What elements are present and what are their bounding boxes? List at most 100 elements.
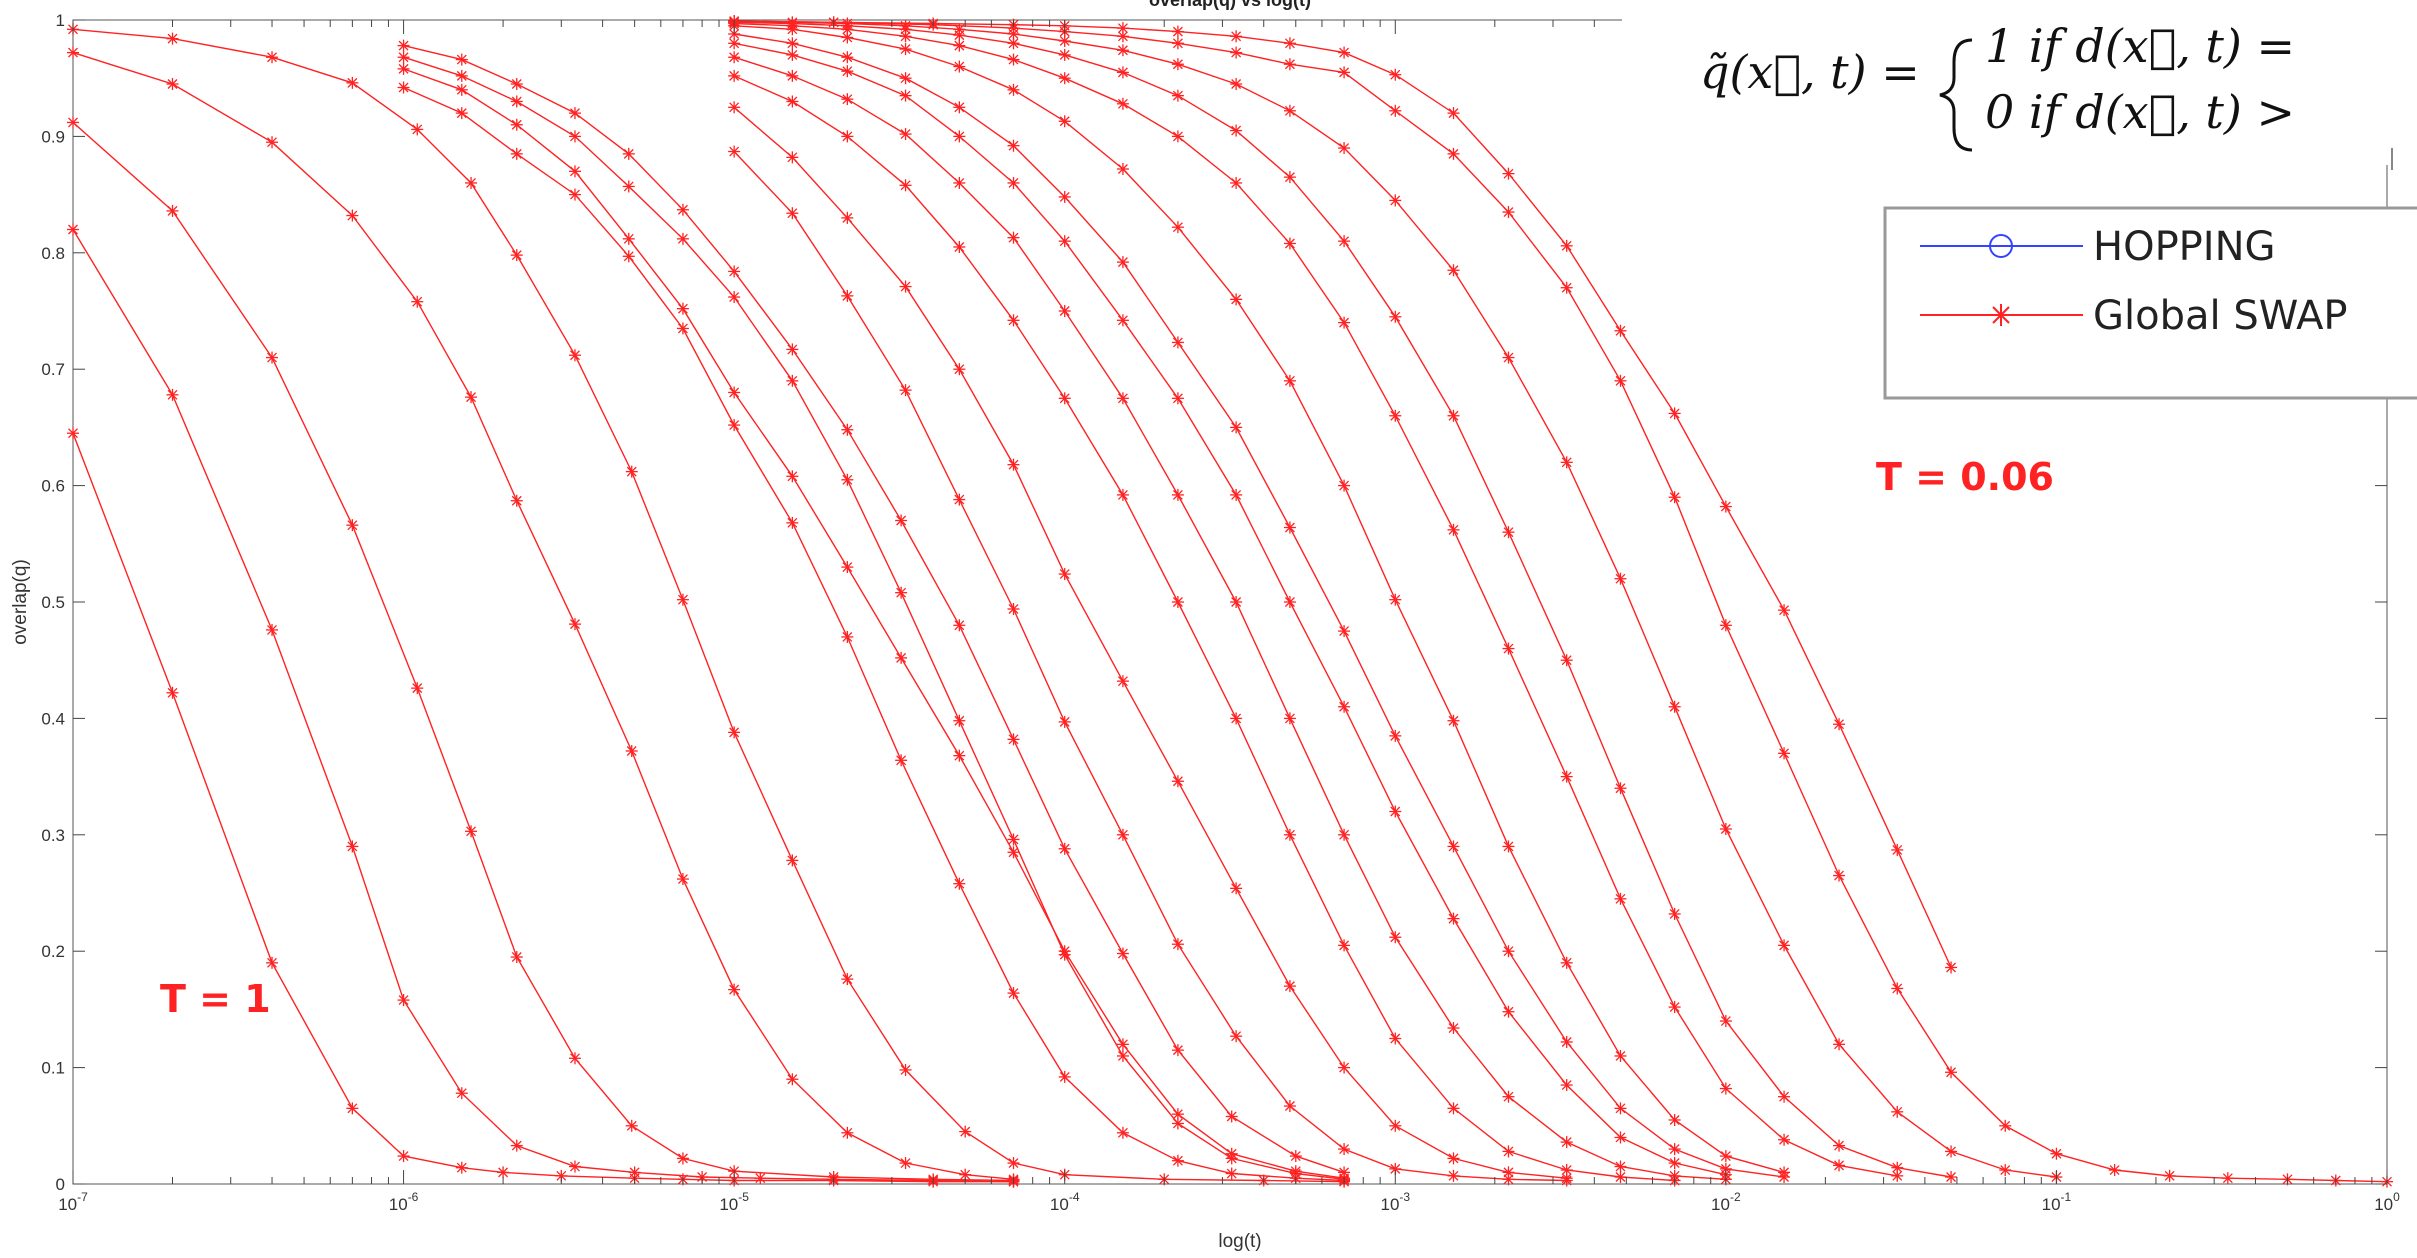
series-17-point-6 xyxy=(1058,48,1071,61)
series-18-point-13 xyxy=(1447,264,1460,277)
legend-hopping-marker xyxy=(1989,234,2013,258)
series-11-point-13 xyxy=(1447,1102,1460,1115)
series-14-point-10 xyxy=(1283,521,1296,534)
y-tick-label-2: 0.2 xyxy=(41,942,65,961)
series-7-point-6 xyxy=(728,291,741,304)
series-20-point-6 xyxy=(1171,25,1184,38)
series-20-point-14 xyxy=(1614,324,1627,337)
series-10-point-3 xyxy=(899,280,912,293)
series-7-point-4 xyxy=(622,180,635,193)
series-17-point-12 xyxy=(1389,310,1402,323)
series-2-point-4 xyxy=(411,682,424,695)
series-14-point-3 xyxy=(899,72,912,85)
series-15-point-7 xyxy=(1116,162,1129,175)
series-19-point-14 xyxy=(1614,374,1627,387)
series-10-point-1 xyxy=(786,151,799,164)
series-20-point-9 xyxy=(1338,46,1351,59)
series-15-point-14 xyxy=(1502,840,1515,853)
series-13-point-13 xyxy=(1447,912,1460,925)
series-4-point-15 xyxy=(1007,1157,1020,1170)
series-16-point-17 xyxy=(1668,1001,1681,1014)
series-6-line xyxy=(403,68,1345,1179)
series-5-point-6 xyxy=(728,419,741,432)
series-4-point-13 xyxy=(899,1063,912,1076)
series-7-point-14 xyxy=(1171,1117,1184,1130)
series-13-point-15 xyxy=(1560,1079,1573,1092)
series-13-point-11 xyxy=(1338,700,1351,713)
series-18-point-9 xyxy=(1230,78,1243,91)
series-4-point-8 xyxy=(625,465,638,478)
series-3-point-13 xyxy=(899,1157,912,1170)
series-3-point-1 xyxy=(166,78,179,91)
series-11-point-10 xyxy=(1283,828,1296,841)
series-7-point-1 xyxy=(455,69,468,82)
series-7-point-7 xyxy=(786,374,799,387)
series-10 xyxy=(728,101,1573,1185)
series-18-point-18 xyxy=(1719,822,1732,835)
series-18-point-22 xyxy=(1945,1145,1958,1158)
legend-box xyxy=(1883,206,2417,400)
series-17-point-9 xyxy=(1230,124,1243,137)
series-6-point-5 xyxy=(676,302,689,315)
series-10-point-6 xyxy=(1058,568,1071,581)
y-axis-label: overlap(q) xyxy=(10,559,31,645)
series-13-point-14 xyxy=(1502,1005,1515,1018)
series-18-point-16 xyxy=(1614,572,1627,585)
series-11-point-14 xyxy=(1502,1145,1515,1158)
series-12-point-14 xyxy=(1502,1090,1515,1103)
series-18-point-2 xyxy=(841,17,854,30)
series-5-point-1 xyxy=(455,107,468,120)
series-19-point-13 xyxy=(1560,281,1573,294)
series-14-point-6 xyxy=(1058,190,1071,203)
series-17-point-20 xyxy=(1833,1139,1846,1152)
series-16-point-18 xyxy=(1719,1082,1732,1095)
x-tick-label-6: 10-1 xyxy=(2042,1190,2072,1214)
series-13-point-12 xyxy=(1389,805,1402,818)
series-14-point-17 xyxy=(1668,1143,1681,1156)
series-20-point-7 xyxy=(1230,30,1243,43)
y-tick-label-10: 1 xyxy=(56,11,65,30)
series-19-point-16 xyxy=(1719,619,1732,632)
series-14-point-4 xyxy=(953,101,966,114)
series-1-line xyxy=(72,229,1014,1183)
series-14-point-1 xyxy=(786,37,799,50)
series-11-point-15 xyxy=(1560,1164,1573,1177)
series-19-point-21 xyxy=(1999,1119,2012,1132)
series-7-point-13 xyxy=(1116,1049,1129,1062)
series-10-point-2 xyxy=(841,211,854,224)
series-10-point-7 xyxy=(1116,675,1129,688)
series-6-point-11 xyxy=(1007,846,1020,859)
series-11-line xyxy=(733,75,1675,1182)
series-6-point-1 xyxy=(455,83,468,96)
formula-case-1: 1 if d(x⃗, t) = xyxy=(1985,19,2295,73)
series-14-line xyxy=(733,33,1785,1178)
series-15-point-17 xyxy=(1668,1113,1681,1126)
series-18-point-15 xyxy=(1560,456,1573,469)
series-20-point-5 xyxy=(1116,22,1129,35)
formula-lhs: q̃(x⃗, t) = xyxy=(1700,45,1920,99)
series-17-point-7 xyxy=(1116,66,1129,79)
x-tick-label-7: 100 xyxy=(2374,1190,2400,1214)
series-13-point-1 xyxy=(786,48,799,61)
series-7-point-8 xyxy=(841,473,854,486)
series-11-point-7 xyxy=(1116,488,1129,501)
series-12-point-0 xyxy=(728,51,741,64)
series-5-point-4 xyxy=(622,250,635,263)
series-8-point-12 xyxy=(1058,842,1071,855)
series-15-point-15 xyxy=(1560,956,1573,969)
series-5-point-3 xyxy=(568,188,581,201)
series-19-point-15 xyxy=(1668,491,1681,504)
series-12-point-9 xyxy=(1230,596,1243,608)
series-9-point-4 xyxy=(953,493,966,506)
series-19-point-23 xyxy=(2108,1164,2121,1177)
series-7-line xyxy=(403,56,1345,1180)
series-4-point-12 xyxy=(841,973,854,986)
series-2-point-6 xyxy=(510,951,523,964)
series-19-point-9 xyxy=(1338,66,1351,79)
series-5-point-10 xyxy=(953,877,966,890)
series-0-point-3 xyxy=(346,1102,359,1115)
series-11-point-6 xyxy=(1058,392,1071,405)
legend-swap-marker xyxy=(1990,304,2012,326)
series-13 xyxy=(728,37,1732,1181)
series-layer xyxy=(67,15,2393,1188)
